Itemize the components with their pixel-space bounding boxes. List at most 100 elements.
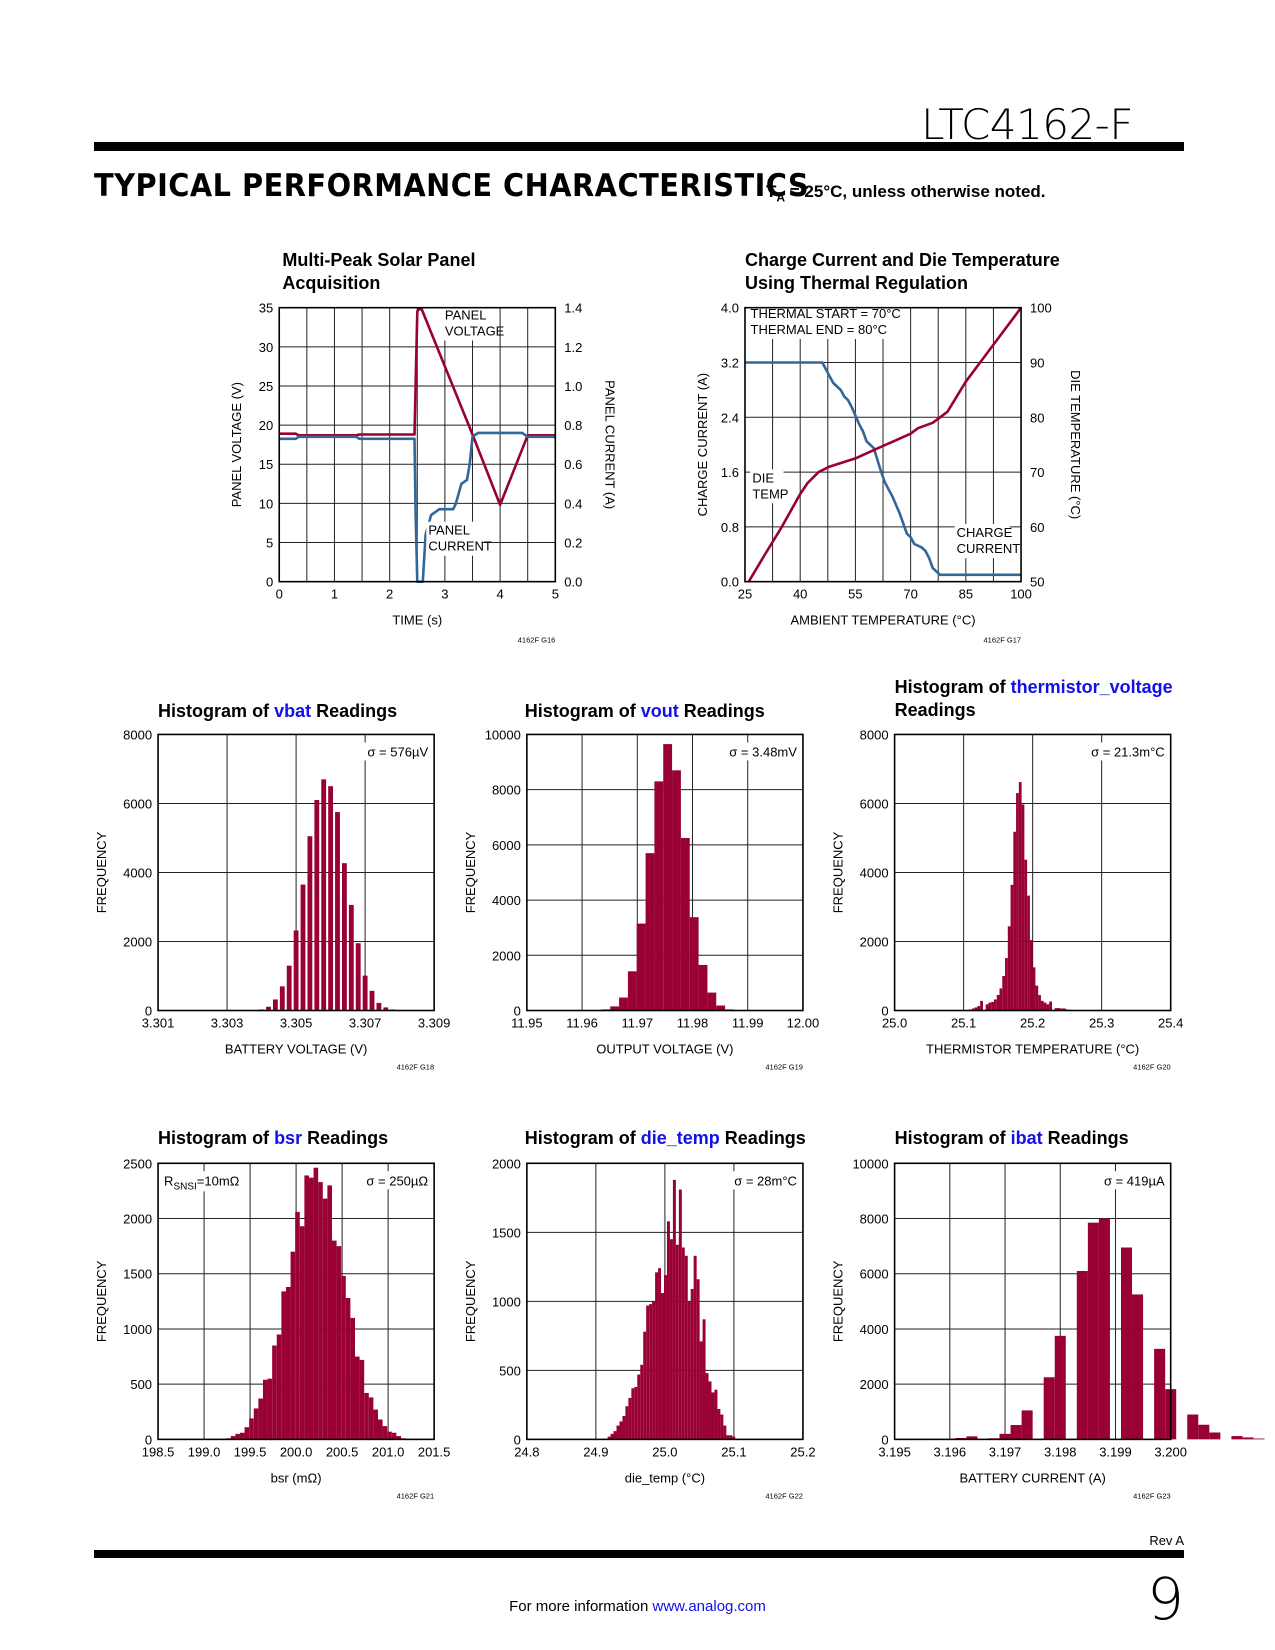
x-tick-label: 201.0 — [372, 1444, 405, 1459]
y-tick-label: 0 — [266, 575, 273, 590]
histogram-bar — [307, 836, 313, 1011]
histogram-bar — [666, 1221, 670, 1440]
sigma-bg — [724, 1171, 797, 1190]
histogram-bar — [1016, 793, 1019, 1011]
histogram-bar — [322, 1198, 328, 1440]
histogram-bar — [396, 1436, 402, 1440]
histogram-bar — [1187, 1414, 1199, 1440]
grid — [158, 734, 435, 1011]
chart-title-line: Histogram of vout Readings — [525, 700, 765, 723]
histogram-bar — [1051, 1009, 1055, 1011]
series-panel-voltage — [279, 307, 556, 507]
histogram-bar — [714, 1389, 718, 1440]
histogram-bar — [725, 1009, 734, 1011]
chart-title-line: Histogram of die_temp Readings — [525, 1127, 806, 1150]
histogram-bar — [258, 1398, 263, 1440]
histogram-bar — [350, 1317, 355, 1440]
histogram-bar — [364, 1392, 369, 1440]
histogram-bar — [720, 1414, 724, 1440]
annotation-text: PANEL — [445, 307, 487, 322]
x-tick-label: 70 — [903, 587, 917, 602]
x-tick-label: 201.5 — [418, 1444, 451, 1459]
chart-title-line: Multi-Peak Solar Panel — [282, 249, 476, 270]
histogram-bar — [308, 1177, 314, 1440]
histogram-bar — [1165, 1389, 1177, 1440]
title-variable: ibat — [1010, 1128, 1043, 1149]
histogram-bar — [1132, 1294, 1144, 1440]
grid — [894, 734, 1171, 1011]
histogram-bar — [1002, 976, 1006, 1011]
bars — [955, 1218, 1265, 1440]
sigma-label: σ = 3.48mV — [729, 744, 797, 759]
y2-tick-label: 50 — [1030, 575, 1044, 590]
x-tick-label: 4 — [496, 587, 503, 602]
plot-frame — [744, 306, 1022, 583]
y-tick-label: 0 — [514, 1432, 521, 1447]
histogram-bar — [627, 971, 637, 1011]
histogram-bar — [680, 837, 690, 1011]
annotation-text: CURRENT — [428, 539, 492, 554]
histogram-bar — [678, 1189, 682, 1440]
histogram-bar — [1021, 804, 1025, 1011]
x-tick-label: 11.98 — [677, 1016, 709, 1031]
title-variable: die_temp — [640, 1128, 720, 1149]
histogram-bar — [1043, 1377, 1055, 1440]
histogram-bar — [693, 1255, 697, 1440]
histogram-bar — [669, 1239, 673, 1440]
histogram-bar — [698, 964, 708, 1011]
histogram-bar — [318, 1182, 323, 1440]
histogram-bar — [336, 1246, 342, 1440]
x-axis-label: TIME (s) — [392, 613, 442, 628]
y-tick-label: 10000 — [852, 1156, 888, 1171]
plot-frame — [278, 306, 557, 583]
header-rule — [94, 142, 1184, 151]
histogram-bar — [690, 1288, 694, 1440]
x-tick-label: 199.0 — [188, 1444, 221, 1459]
x-tick-label: 3.199 — [1099, 1444, 1132, 1459]
histogram-bar — [376, 1002, 382, 1011]
x-tick-label: 40 — [793, 587, 807, 602]
annotation-text: THERMAL END = 80°C — [751, 322, 888, 337]
histogram-bar — [1029, 940, 1033, 1011]
histogram-bar — [1098, 1218, 1110, 1440]
histogram-bar — [390, 1009, 396, 1011]
histogram-bar — [321, 779, 327, 1011]
sigma-bg — [716, 742, 797, 761]
x-tick-label: 3.307 — [349, 1016, 382, 1031]
histogram-bar — [971, 1008, 975, 1011]
histogram-bar — [1049, 1001, 1052, 1011]
histogram-bar — [723, 1425, 727, 1440]
y-tick-label: 2000 — [123, 934, 152, 949]
x-tick-label: 0 — [276, 587, 283, 602]
footer-link[interactable]: www.analog.com — [652, 1598, 766, 1615]
x-axis-label: die_temp (°C) — [625, 1470, 705, 1485]
histogram-bar — [383, 1007, 389, 1011]
chart-title: Multi-Peak Solar Panel Acquisition — [282, 249, 475, 295]
histogram-bar — [1005, 958, 1008, 1011]
title-variable: bsr — [274, 1128, 303, 1149]
histogram-bar — [726, 1435, 730, 1440]
y-axis-label: FREQUENCY — [463, 1260, 478, 1342]
chart-title-line: Readings — [894, 700, 976, 721]
histogram-bar — [622, 1415, 626, 1440]
sigma-label: σ = 419µA — [1104, 1173, 1165, 1188]
y-axis-label: FREQUENCY — [94, 1260, 109, 1342]
annotation-text: TEMP — [752, 486, 788, 501]
histogram-bar — [279, 986, 285, 1011]
histogram-bar — [702, 1319, 706, 1440]
y-tick-label: 1000 — [123, 1322, 152, 1337]
y-tick-label: 1500 — [492, 1225, 521, 1240]
histogram-bar — [625, 1406, 629, 1440]
histogram-bar — [646, 1305, 650, 1440]
title-prefix: Histogram of — [524, 700, 641, 721]
bars — [226, 1167, 411, 1440]
histogram-bar — [993, 999, 997, 1011]
plot-frame — [893, 1162, 1172, 1441]
histogram-bar — [341, 863, 347, 1011]
histogram-bar — [290, 1251, 296, 1440]
histogram-bar — [969, 1009, 972, 1011]
x-tick-label: 55 — [848, 587, 862, 602]
chart-title-line: Histogram of thermistor_voltage — [895, 676, 1173, 699]
x-tick-label: 24.9 — [583, 1444, 608, 1459]
